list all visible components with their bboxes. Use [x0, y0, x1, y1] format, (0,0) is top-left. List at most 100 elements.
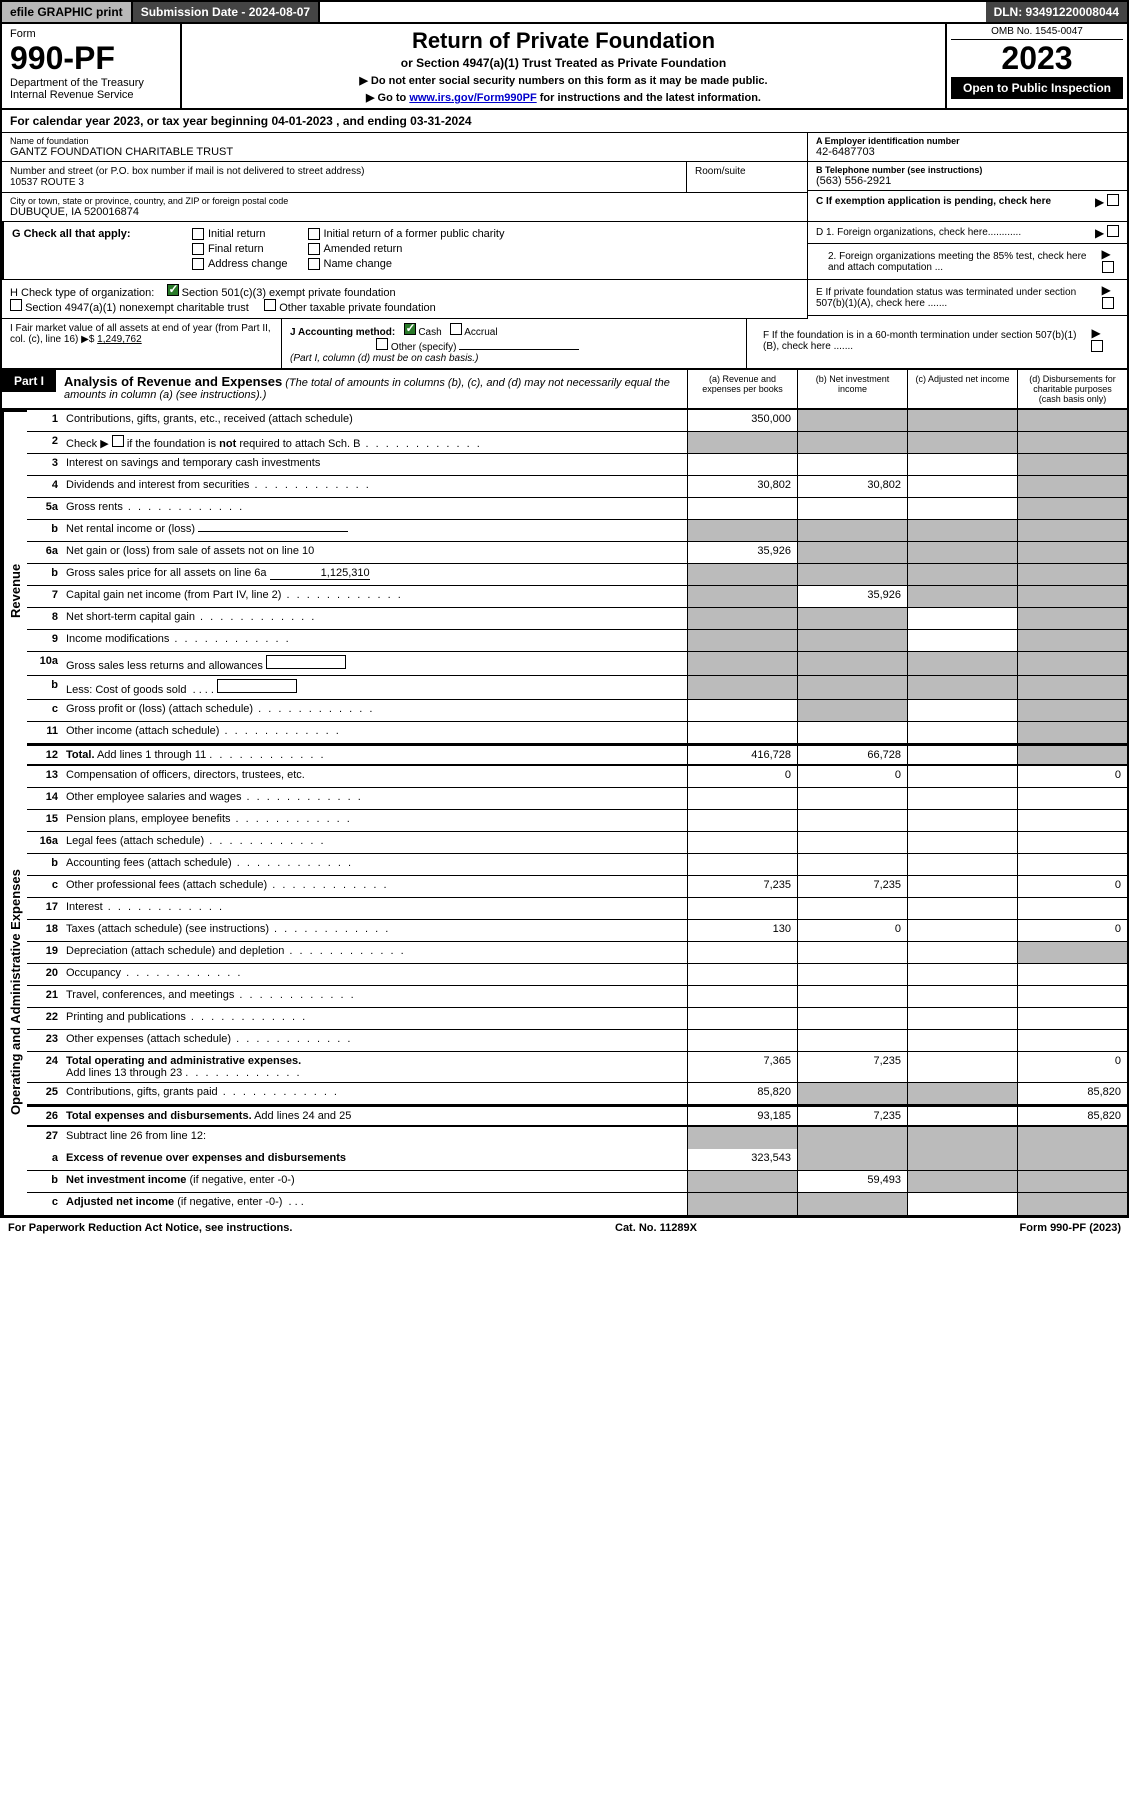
line-num: 25: [27, 1083, 62, 1104]
cell: [797, 898, 907, 919]
cell: [1017, 432, 1127, 453]
cell: [687, 498, 797, 519]
c-checkbox[interactable]: [1107, 194, 1119, 206]
cell: [797, 1008, 907, 1029]
cell: [687, 564, 797, 585]
efile-print-button[interactable]: efile GRAPHIC print: [2, 2, 133, 22]
cell: [907, 1008, 1017, 1029]
phone: (563) 556-2921: [816, 175, 1119, 187]
d2-label: 2. Foreign organizations meeting the 85%…: [816, 251, 1102, 273]
line-num: 22: [27, 1008, 62, 1029]
h-opt-2: Section 4947(a)(1) nonexempt charitable …: [25, 302, 249, 314]
revenue-label: Revenue: [2, 410, 27, 770]
c-label: C If exemption application is pending, c…: [816, 196, 1051, 207]
e-checkbox[interactable]: [1102, 297, 1114, 309]
line-num: 15: [27, 810, 62, 831]
g-final-checkbox[interactable]: [192, 243, 204, 255]
cell: [907, 432, 1017, 453]
line-num: 8: [27, 608, 62, 629]
arrow-icon: ▶: [1091, 326, 1100, 340]
text: Net rental income or (loss): [66, 523, 195, 535]
g-initial-former-checkbox[interactable]: [308, 228, 320, 240]
line-num: 9: [27, 630, 62, 651]
j-accrual: Accrual: [464, 327, 497, 338]
g-initial-checkbox[interactable]: [192, 228, 204, 240]
cell: [687, 810, 797, 831]
cell: [907, 876, 1017, 897]
cell: [797, 542, 907, 563]
cell: [687, 832, 797, 853]
j-accrual-checkbox[interactable]: [450, 323, 462, 335]
line-17-desc: Interest: [62, 898, 687, 919]
line-num: c: [27, 1193, 62, 1215]
j-label: J Accounting method:: [290, 327, 395, 338]
cell: [1017, 700, 1127, 721]
h-4947-checkbox[interactable]: [10, 299, 22, 311]
cell: [797, 810, 907, 831]
line-num: b: [27, 520, 62, 541]
line-num: b: [27, 676, 62, 699]
line-15-desc: Pension plans, employee benefits: [62, 810, 687, 831]
line-num: a: [27, 1149, 62, 1170]
cell: [907, 1030, 1017, 1051]
top-bar: efile GRAPHIC print Submission Date - 20…: [0, 0, 1129, 24]
note-2: ▶ Go to www.irs.gov/Form990PF for instru…: [190, 91, 937, 104]
j-other-checkbox[interactable]: [376, 338, 388, 350]
line-12-a: 416,728: [687, 746, 797, 764]
j-cash-checkbox[interactable]: [404, 323, 416, 335]
foundation-info: Name of foundation GANTZ FOUNDATION CHAR…: [0, 133, 1129, 221]
h-501c3-checkbox[interactable]: [167, 284, 179, 296]
g-address-checkbox[interactable]: [192, 258, 204, 270]
line-18-a: 130: [687, 920, 797, 941]
cell: [797, 1030, 907, 1051]
addr-label: Number and street (or P.O. box number if…: [10, 166, 678, 177]
note-2-pre: ▶ Go to: [366, 92, 409, 104]
line-4-desc: Dividends and interest from securities: [62, 476, 687, 497]
line-10c-desc: Gross profit or (loss) (attach schedule): [62, 700, 687, 721]
page-footer: For Paperwork Reduction Act Notice, see …: [0, 1217, 1129, 1238]
cell: [687, 1171, 797, 1192]
omb-number: OMB No. 1545-0047: [951, 26, 1123, 40]
cell: [687, 1008, 797, 1029]
cell: [907, 652, 1017, 675]
d1-checkbox[interactable]: [1107, 225, 1119, 237]
cell: [1017, 564, 1127, 585]
h-opt-1: Section 501(c)(3) exempt private foundat…: [182, 287, 396, 299]
line-2-checkbox[interactable]: [112, 435, 124, 447]
form-title: Return of Private Foundation: [190, 28, 937, 54]
cell: [907, 608, 1017, 629]
cell: [687, 608, 797, 629]
cell: [1017, 608, 1127, 629]
e-label: E If private foundation status was termi…: [816, 287, 1102, 309]
line-num: 27: [27, 1127, 62, 1149]
line-num: 3: [27, 454, 62, 475]
d2-checkbox[interactable]: [1102, 261, 1114, 273]
g-section: G Check all that apply: Initial return F…: [2, 222, 807, 280]
cell: [687, 454, 797, 475]
line-16c-a: 7,235: [687, 876, 797, 897]
line-num: 2: [27, 432, 62, 453]
form990pf-link[interactable]: www.irs.gov/Form990PF: [409, 92, 536, 104]
g-amended-checkbox[interactable]: [308, 243, 320, 255]
h-other-checkbox[interactable]: [264, 299, 276, 311]
line-6b-value: 1,125,310: [270, 567, 370, 580]
f-checkbox[interactable]: [1091, 340, 1103, 352]
cell: [907, 542, 1017, 563]
cell: [907, 746, 1017, 764]
cell: [797, 986, 907, 1007]
cell: [1017, 942, 1127, 963]
cell: [797, 788, 907, 809]
line-num: 14: [27, 788, 62, 809]
line-num: 5a: [27, 498, 62, 519]
g-name-change-checkbox[interactable]: [308, 258, 320, 270]
city-label: City or town, state or province, country…: [10, 196, 799, 206]
name-label: Name of foundation: [10, 136, 799, 146]
cell: [687, 432, 797, 453]
line-num: b: [27, 1171, 62, 1192]
cell: [797, 454, 907, 475]
line-num: 12: [27, 746, 62, 764]
cell: [687, 586, 797, 607]
foundation-city: DUBUQUE, IA 520016874: [10, 206, 799, 218]
line-9-desc: Income modifications: [62, 630, 687, 651]
cell: [907, 410, 1017, 431]
